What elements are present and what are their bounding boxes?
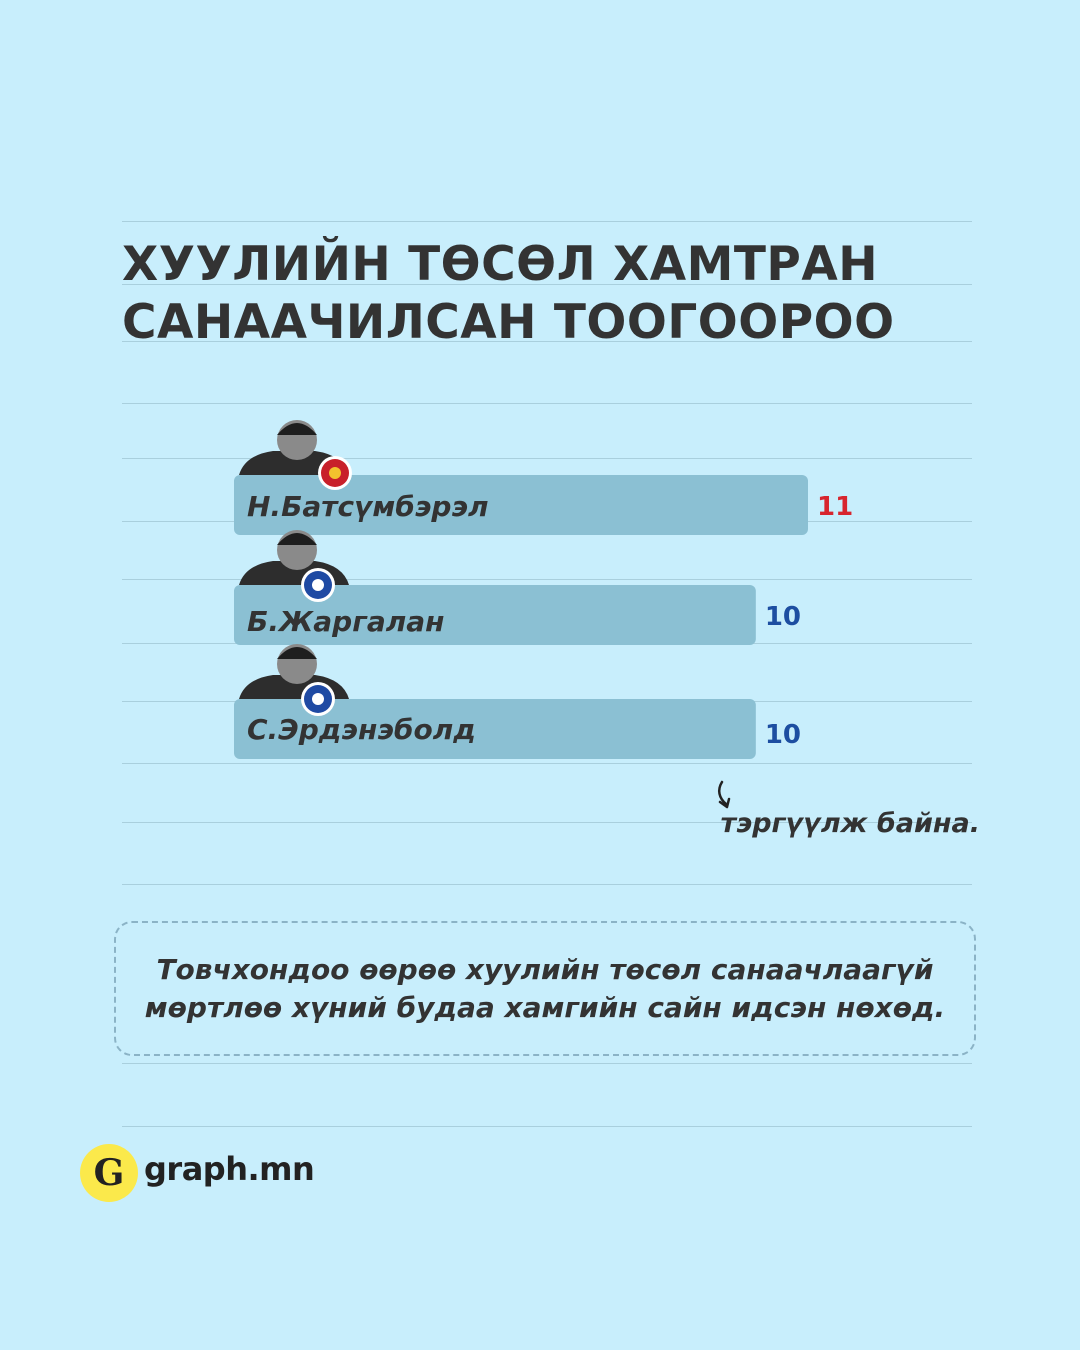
notebook-rule [122,579,972,580]
notebook-rule [122,341,972,342]
mpp-emblem-icon [329,467,341,479]
bar [234,699,756,759]
dp-emblem-icon [312,579,324,591]
page-title: ХУУЛИЙН ТӨСӨЛ ХАМТРАН САНААЧИЛСАН ТООГОО… [122,236,972,352]
curved-arrow-icon [717,780,731,809]
dp-emblem-icon [312,693,324,705]
brand-name: graph.mn [144,1150,315,1188]
notebook-rule [122,1063,972,1064]
note-text: тэргүүлж байна. [720,808,980,839]
portrait-hair [277,533,317,545]
bar-label: Б.Жаргалан [247,605,444,638]
bar [234,585,756,645]
notebook-rule [122,1126,972,1127]
title-line-1: ХУУЛИЙН ТӨСӨЛ ХАМТРАН [122,237,879,292]
title-line-2: САНААЧИЛСАН ТООГООРОО [122,295,895,350]
callout-text: Товчхондоо өөрөө хуулийн төсөл санаачлаа… [116,951,974,1027]
portrait-hair [277,647,317,659]
notebook-rule [122,458,972,459]
bar-label: С.Эрдэнэболд [247,713,476,746]
portrait-hair [277,423,317,435]
graph-logo-icon: G [80,1144,138,1202]
bar [234,475,808,535]
value-label: 10 [765,720,801,750]
notebook-rule [122,403,972,404]
notebook-rule [122,284,972,285]
value-label: 11 [817,492,853,522]
notebook-rule [122,763,972,764]
value-label: 10 [765,602,801,632]
summary-callout: Товчхондоо өөрөө хуулийн төсөл санаачлаа… [114,921,976,1056]
notebook-rule [122,884,972,885]
bar-label: Н.Батсүмбэрэл [247,490,489,523]
callout-line-2: мөртлөө хүний будаа хамгийн сайн идсэн н… [144,991,946,1024]
notebook-rule [122,822,972,823]
callout-line-1: Товчхондоо өөрөө хуулийн төсөл санаачлаа… [156,953,934,986]
notebook-rule [122,221,972,222]
bar-chart: Н.Батсүмбэрэл 11 Б.Жаргалан 10 С.Эрдэнэболд 1… [234,420,853,759]
